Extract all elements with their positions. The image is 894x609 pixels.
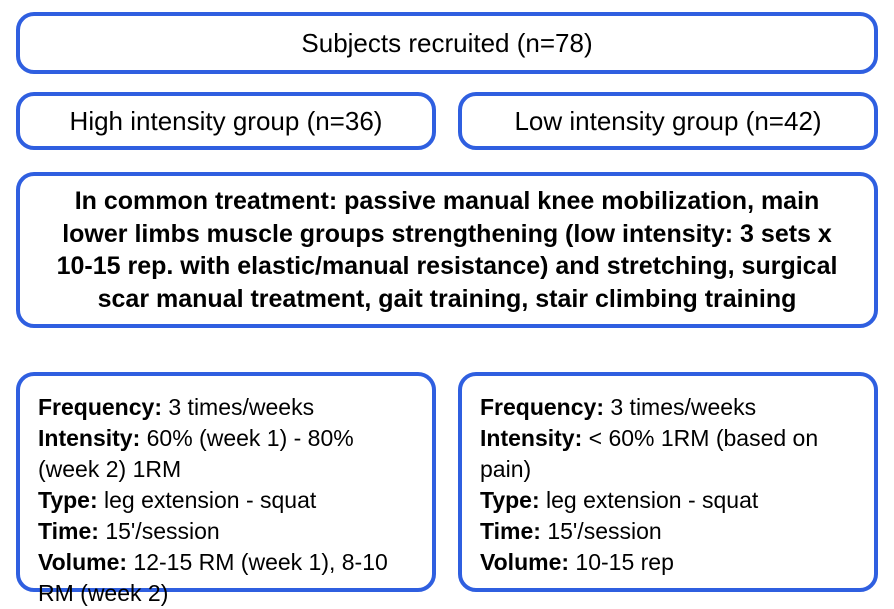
subjects-recruited-box: Subjects recruited (n=78) bbox=[16, 12, 878, 74]
detail-line: Type: leg extension - squat bbox=[38, 485, 414, 516]
high-intensity-detail-box: Frequency: 3 times/weeks Intensity: 60% … bbox=[16, 372, 436, 592]
detail-line: Time: 15'/session bbox=[480, 516, 856, 547]
flowchart-canvas: Subjects recruited (n=78) High intensity… bbox=[0, 0, 894, 608]
detail-line: Frequency: 3 times/weeks bbox=[480, 392, 856, 423]
detail-label: Time: bbox=[480, 518, 541, 544]
detail-label: Intensity: bbox=[480, 425, 582, 451]
common-treatment-box: In common treatment: passive manual knee… bbox=[16, 172, 878, 328]
low-intensity-detail-box: Frequency: 3 times/weeks Intensity: < 60… bbox=[458, 372, 878, 592]
detail-value: 3 times/weeks bbox=[162, 394, 314, 420]
detail-value: 3 times/weeks bbox=[604, 394, 756, 420]
detail-line: Time: 15'/session bbox=[38, 516, 414, 547]
detail-value: 15'/session bbox=[99, 518, 220, 544]
detail-value: leg extension - squat bbox=[540, 487, 759, 513]
detail-value: 10-15 rep bbox=[569, 549, 674, 575]
detail-value: 15'/session bbox=[541, 518, 662, 544]
detail-label: Intensity: bbox=[38, 425, 140, 451]
subjects-recruited-text: Subjects recruited (n=78) bbox=[301, 28, 592, 59]
detail-value: leg extension - squat bbox=[98, 487, 317, 513]
detail-label: Volume: bbox=[38, 549, 127, 575]
high-intensity-group-box: High intensity group (n=36) bbox=[16, 92, 436, 150]
detail-line: Volume: 10-15 rep bbox=[480, 547, 856, 578]
detail-label: Frequency: bbox=[38, 394, 162, 420]
detail-label: Volume: bbox=[480, 549, 569, 575]
detail-line: Type: leg extension - squat bbox=[480, 485, 856, 516]
high-intensity-group-text: High intensity group (n=36) bbox=[70, 106, 383, 137]
detail-label: Frequency: bbox=[480, 394, 604, 420]
detail-line: Volume: 12-15 RM (week 1), 8-10 RM (week… bbox=[38, 547, 414, 609]
detail-line: Frequency: 3 times/weeks bbox=[38, 392, 414, 423]
detail-label: Type: bbox=[38, 487, 98, 513]
detail-label: Time: bbox=[38, 518, 99, 544]
detail-line: Intensity: < 60% 1RM (based on pain) bbox=[480, 423, 856, 485]
common-treatment-text: In common treatment: passive manual knee… bbox=[50, 185, 844, 315]
low-intensity-group-text: Low intensity group (n=42) bbox=[514, 106, 821, 137]
detail-label: Type: bbox=[480, 487, 540, 513]
low-intensity-group-box: Low intensity group (n=42) bbox=[458, 92, 878, 150]
detail-line: Intensity: 60% (week 1) - 80% (week 2) 1… bbox=[38, 423, 414, 485]
